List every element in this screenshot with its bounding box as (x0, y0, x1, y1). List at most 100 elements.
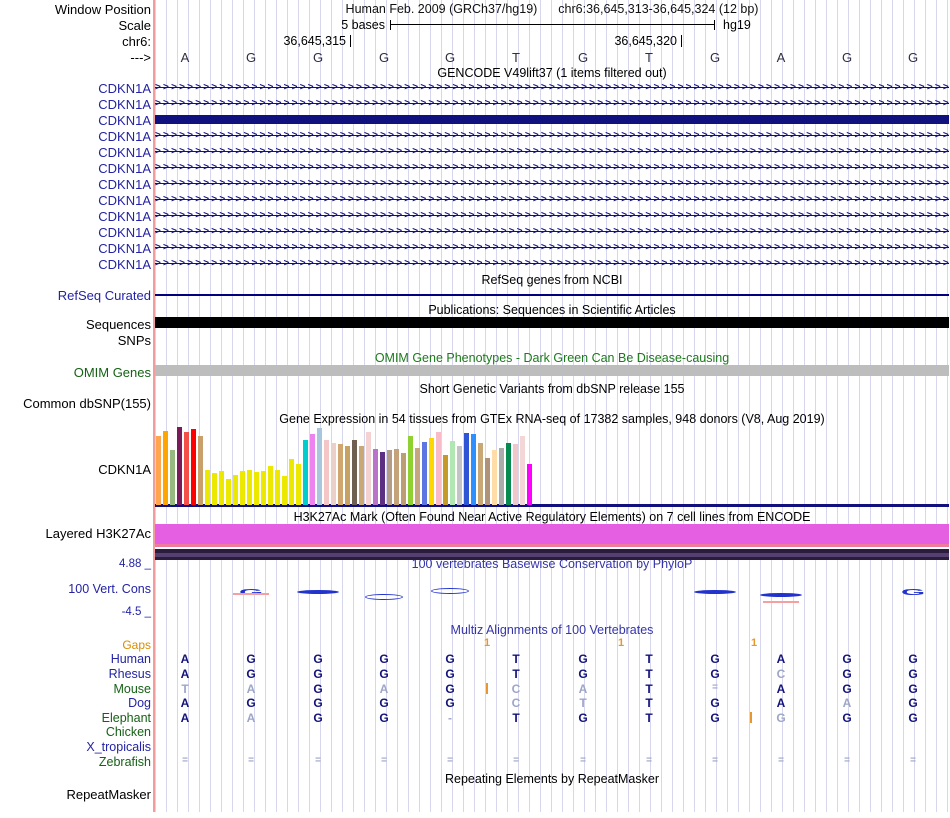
species-label-elephant[interactable]: Elephant (101, 711, 151, 725)
gencode-gene-label-8[interactable]: CDKN1A (98, 209, 151, 224)
gtex-tissue-bar-53[interactable] (527, 464, 532, 505)
gencode-strand-arrows[interactable]: >>>>>>>>>>>>>>>>>>>>>>>>>>>>>>>>>>>>>>>>… (155, 98, 949, 109)
gtex-tissue-bar-5[interactable] (191, 429, 196, 505)
gtex-tissue-bar-30[interactable] (366, 432, 371, 505)
h3k27ac-layer-band-3[interactable] (155, 549, 949, 553)
window-position-label[interactable]: Window Position (54, 2, 151, 17)
gencode-gene-label-11[interactable]: CDKN1A (98, 257, 151, 272)
gtex-tissue-bar-22[interactable] (310, 434, 315, 505)
gtex-tissue-bar-51[interactable] (513, 444, 518, 505)
gtex-tissue-bar-14[interactable] (254, 472, 259, 505)
gtex-tissue-bar-6[interactable] (198, 436, 203, 505)
gtex-tissue-bar-1[interactable] (163, 431, 168, 505)
gencode-strand-arrows[interactable]: >>>>>>>>>>>>>>>>>>>>>>>>>>>>>>>>>>>>>>>>… (155, 226, 949, 237)
gencode-strand-arrows[interactable]: >>>>>>>>>>>>>>>>>>>>>>>>>>>>>>>>>>>>>>>>… (155, 130, 949, 141)
gencode-gene-label-5[interactable]: CDKN1A (98, 161, 151, 176)
refseq-curated-line[interactable] (155, 294, 949, 296)
gencode-gene-label-1[interactable]: CDKN1A (98, 97, 151, 112)
gtex-tissue-bar-11[interactable] (233, 475, 238, 505)
gencode-gene-label-4[interactable]: CDKN1A (98, 145, 151, 160)
gtex-tissue-bar-44[interactable] (464, 433, 469, 505)
gtex-tissue-bar-52[interactable] (520, 436, 525, 505)
gtex-tissue-bar-12[interactable] (240, 471, 245, 505)
gtex-tissue-bar-13[interactable] (247, 470, 252, 505)
gtex-tissue-bar-36[interactable] (408, 436, 413, 505)
sequences-label[interactable]: Sequences (85, 317, 151, 332)
gtex-tissue-bar-20[interactable] (296, 464, 301, 505)
gtex-tissue-bar-31[interactable] (373, 449, 378, 505)
gencode-gene-label-9[interactable]: CDKN1A (98, 225, 151, 240)
gtex-tissue-bar-18[interactable] (282, 476, 287, 505)
gencode-gene-label-6[interactable]: CDKN1A (98, 177, 151, 192)
gtex-tissue-bar-28[interactable] (352, 440, 357, 505)
species-label-human[interactable]: Human (110, 652, 151, 666)
gtex-tissue-bar-17[interactable] (275, 470, 280, 505)
gencode-strand-arrows[interactable]: >>>>>>>>>>>>>>>>>>>>>>>>>>>>>>>>>>>>>>>>… (155, 146, 949, 157)
gtex-tissue-bar-27[interactable] (345, 446, 350, 505)
vert-cons-label[interactable]: 100 Vert. Cons (68, 582, 151, 596)
gtex-tissue-bar-26[interactable] (338, 444, 343, 505)
gencode-gene-label-0[interactable]: CDKN1A (98, 81, 151, 96)
gencode-strand-arrows[interactable]: >>>>>>>>>>>>>>>>>>>>>>>>>>>>>>>>>>>>>>>>… (155, 82, 949, 93)
species-label-x_tropicalis[interactable]: X_tropicalis (86, 740, 151, 754)
gtex-tissue-bar-21[interactable] (303, 440, 308, 505)
scale-label[interactable]: Scale (118, 18, 151, 33)
gtex-tissue-bar-23[interactable] (317, 428, 322, 505)
gtex-gene-model-line[interactable] (155, 504, 949, 507)
gtex-tissue-bar-19[interactable] (289, 459, 294, 505)
gtex-tissue-bar-41[interactable] (443, 455, 448, 505)
gencode-strand-arrows[interactable]: >>>>>>>>>>>>>>>>>>>>>>>>>>>>>>>>>>>>>>>>… (155, 210, 949, 221)
gencode-gene-label-10[interactable]: CDKN1A (98, 241, 151, 256)
gtex-tissue-bar-10[interactable] (226, 479, 231, 505)
gencode-gene-label-2[interactable]: CDKN1A (98, 113, 151, 128)
gtex-tissue-bar-29[interactable] (359, 446, 364, 505)
omim-genes-bar[interactable] (155, 365, 949, 376)
gtex-tissue-bar-37[interactable] (415, 448, 420, 505)
gencode-strand-arrows[interactable]: >>>>>>>>>>>>>>>>>>>>>>>>>>>>>>>>>>>>>>>>… (155, 242, 949, 253)
refseq-curated-label[interactable]: RefSeq Curated (57, 288, 151, 303)
chrom-label[interactable]: chr6: (122, 34, 151, 49)
gtex-tissue-bar-46[interactable] (478, 443, 483, 505)
strand-label[interactable]: ---> (130, 50, 151, 65)
gtex-tissue-bar-47[interactable] (485, 458, 490, 505)
gtex-tissue-bar-25[interactable] (331, 443, 336, 505)
gencode-strand-arrows[interactable]: >>>>>>>>>>>>>>>>>>>>>>>>>>>>>>>>>>>>>>>>… (155, 194, 949, 205)
gtex-tissue-bar-8[interactable] (212, 473, 217, 505)
repeatmasker-label[interactable]: RepeatMasker (66, 787, 151, 802)
gtex-tissue-bar-49[interactable] (499, 448, 504, 505)
cons-max-label[interactable]: 4.88 _ (119, 558, 151, 570)
h3k27ac-layer-band-5[interactable] (155, 557, 949, 560)
publications-sequences-bar[interactable] (155, 317, 949, 328)
omim-genes-label[interactable]: OMIM Genes (73, 365, 151, 380)
gtex-tissue-bar-34[interactable] (394, 449, 399, 505)
gtex-tissue-bar-2[interactable] (170, 450, 175, 505)
gtex-tissue-bar-24[interactable] (324, 440, 329, 505)
gtex-tissue-bar-43[interactable] (457, 446, 462, 505)
common-dbsnp-label[interactable]: Common dbSNP(155) (23, 396, 151, 411)
snps-label[interactable]: SNPs (117, 333, 151, 348)
gtex-tissue-bar-7[interactable] (205, 470, 210, 505)
gtex-tissue-bar-48[interactable] (492, 450, 497, 505)
species-label-mouse[interactable]: Mouse (113, 682, 151, 696)
gtex-tissue-bar-33[interactable] (387, 450, 392, 505)
gencode-exon-bar[interactable] (155, 115, 949, 124)
gtex-tissue-bar-38[interactable] (422, 442, 427, 505)
h3k27ac-layer-band-2[interactable] (155, 547, 949, 549)
gtex-tissue-bar-16[interactable] (268, 466, 273, 505)
gtex-tissue-bar-45[interactable] (471, 434, 476, 505)
gencode-strand-arrows[interactable]: >>>>>>>>>>>>>>>>>>>>>>>>>>>>>>>>>>>>>>>>… (155, 258, 949, 269)
gencode-gene-label-7[interactable]: CDKN1A (98, 193, 151, 208)
cons-min-label[interactable]: -4.5 _ (121, 606, 151, 618)
gtex-tissue-bar-42[interactable] (450, 441, 455, 505)
gtex-tissue-bar-39[interactable] (429, 438, 434, 505)
species-label-rhesus[interactable]: Rhesus (108, 667, 151, 681)
gtex-tissue-bar-50[interactable] (506, 443, 511, 505)
layered-h3k27ac-label[interactable]: Layered H3K27Ac (45, 526, 151, 541)
gencode-strand-arrows[interactable]: >>>>>>>>>>>>>>>>>>>>>>>>>>>>>>>>>>>>>>>>… (155, 178, 949, 189)
gtex-tissue-bar-9[interactable] (219, 471, 224, 505)
h3k27ac-layer-band-4[interactable] (155, 553, 949, 557)
gtex-tissue-bar-3[interactable] (177, 427, 182, 505)
gtex-tissue-bar-4[interactable] (184, 432, 189, 505)
gtex-gene-label[interactable]: CDKN1A (98, 462, 151, 477)
